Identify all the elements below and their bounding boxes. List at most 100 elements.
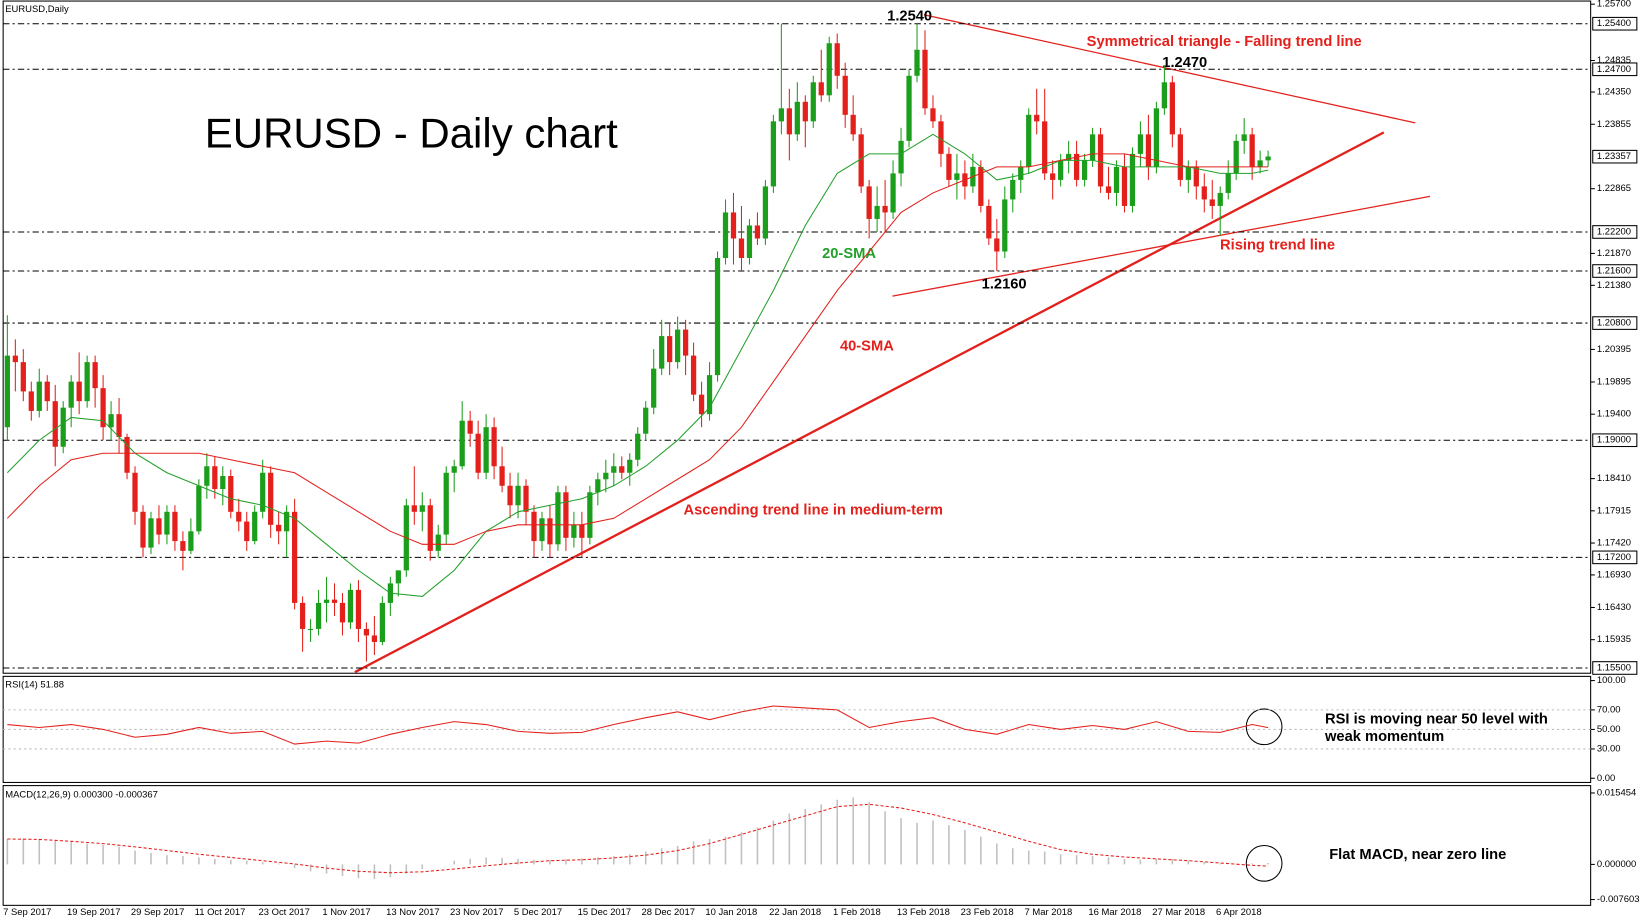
candle-body: [156, 518, 162, 535]
level-box: [1592, 316, 1638, 330]
candle-body: [866, 186, 872, 219]
level-label: 1.22200: [1597, 226, 1631, 237]
candle-body: [627, 459, 633, 473]
y-tick-label: 1.19895: [1597, 376, 1631, 387]
candle-body: [1050, 173, 1056, 180]
candle-body: [1257, 160, 1263, 167]
rsi-tick-label: 30.00: [1597, 743, 1621, 754]
candle-body: [76, 381, 82, 402]
candle-body: [443, 472, 449, 535]
candle-body: [898, 140, 904, 174]
candle-body: [1081, 160, 1088, 180]
candle-body: [92, 362, 98, 389]
rsi-label: RSI(14) 51.88: [5, 679, 64, 690]
candle-body: [890, 173, 896, 213]
candle-body: [1113, 166, 1120, 193]
candle-body: [331, 599, 338, 603]
y-tick-label: 1.22865: [1597, 183, 1631, 194]
candle-body: [1217, 192, 1223, 206]
x-tick-label: 10 Jan 2018: [705, 907, 757, 918]
y-tick-label: 1.21380: [1597, 280, 1631, 291]
candle-body: [930, 108, 936, 122]
candle-body: [268, 472, 274, 525]
candle-body: [483, 427, 489, 473]
candle-body: [651, 368, 657, 408]
candle-body: [1241, 134, 1247, 141]
candle-body: [172, 511, 178, 542]
candle-body: [826, 43, 832, 96]
candle-body: [148, 518, 154, 548]
candle-body: [954, 173, 960, 180]
rsi-line: [7, 705, 1269, 745]
candle-body: [659, 336, 665, 369]
candle-body: [100, 388, 106, 428]
sma-line: [6, 153, 1269, 545]
candle-body: [507, 485, 513, 506]
macd-signal: [7, 803, 1269, 874]
candle-body: [4, 355, 10, 428]
candle-body: [1105, 186, 1112, 193]
macd-tick-label: 0.015454: [1597, 787, 1636, 798]
rsi-circle: [1245, 708, 1283, 746]
candle-body: [68, 381, 74, 408]
candle-body: [730, 212, 737, 239]
candle-body: [44, 381, 50, 402]
candle-body: [643, 407, 649, 434]
y-tick-label: 1.18410: [1597, 473, 1631, 484]
candle-body: [531, 511, 537, 542]
candle-body: [475, 433, 481, 473]
candle-body: [858, 134, 864, 187]
candle-body: [523, 485, 529, 512]
candle-body: [491, 427, 497, 467]
candle-body: [555, 492, 561, 545]
candle-body: [682, 329, 689, 356]
candle-body: [762, 186, 769, 239]
y-tick-label: 1.24350: [1597, 87, 1631, 98]
rsi-tick-label: 100.00: [1597, 675, 1626, 686]
candle-body: [323, 599, 330, 603]
candle-body: [587, 492, 593, 538]
candle-body: [379, 602, 386, 642]
candle-body: [571, 524, 577, 538]
candle-body: [874, 205, 880, 219]
candle-body: [60, 407, 66, 447]
candle-body: [84, 362, 90, 402]
candle-body: [196, 485, 202, 532]
candle-body: [363, 628, 370, 636]
y-tick-label: 1.19400: [1597, 409, 1631, 420]
candle-body: [188, 531, 194, 551]
candle-body: [499, 466, 505, 486]
candle-body: [1233, 140, 1239, 174]
candle-body: [938, 121, 944, 154]
level-box: [1592, 16, 1638, 31]
candle-body: [260, 472, 266, 512]
candle-body: [1153, 108, 1160, 167]
candle-body: [770, 121, 777, 187]
current-price-box: [1592, 149, 1638, 164]
candle-body: [1002, 199, 1008, 252]
candle-body: [539, 518, 545, 542]
level-label: 1.19000: [1597, 435, 1631, 446]
x-tick-label: 7 Sep 2017: [3, 907, 51, 918]
x-tick-label: 28 Dec 2017: [642, 907, 696, 918]
candle-body: [236, 511, 242, 522]
candle-body: [978, 166, 984, 206]
candle-body: [842, 75, 848, 115]
candle-body: [619, 466, 625, 473]
candle-body: [180, 541, 186, 551]
candle-body: [132, 472, 138, 512]
x-tick-label: 1 Nov 2017: [322, 907, 370, 918]
candle-body: [20, 362, 26, 392]
candle-body: [746, 225, 753, 258]
y-tick-label: 1.15935: [1597, 634, 1631, 645]
x-tick-label: 13 Nov 2017: [386, 907, 440, 918]
x-tick-label: 7 Mar 2018: [1025, 907, 1073, 918]
candle-body: [547, 518, 553, 545]
candle-body: [698, 394, 705, 415]
candle-body: [1185, 166, 1191, 180]
candle-body: [882, 205, 888, 213]
level-box: [1592, 433, 1638, 448]
annotation: 1.2470: [1162, 55, 1207, 71]
y-tick-label: 1.17915: [1597, 505, 1631, 516]
